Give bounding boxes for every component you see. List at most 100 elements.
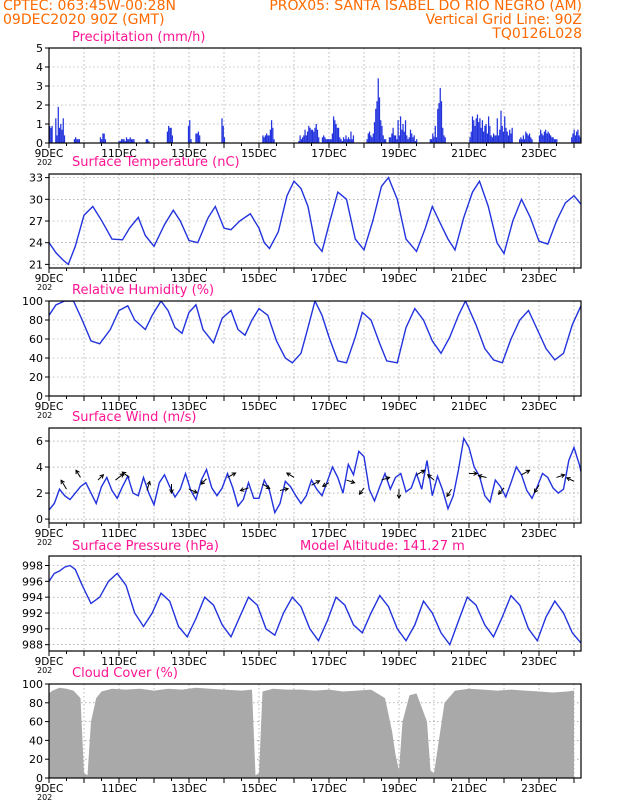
- y-tick-label: 996: [22, 575, 43, 588]
- wind-vector: [521, 469, 531, 476]
- precip-bar: [383, 139, 386, 143]
- wind-vector-head: [477, 474, 483, 479]
- wind-vector-shaft: [262, 483, 270, 489]
- y-tick-label: 4: [36, 61, 43, 74]
- header-location: PROX05: SANTA ISABEL DO RIO NEGRO (AM): [269, 0, 582, 14]
- precip-bar: [484, 125, 486, 143]
- wind-vector-head: [284, 487, 290, 492]
- precip-bar: [101, 139, 103, 143]
- y-tick-label: 0: [36, 772, 43, 785]
- panel-title-precip: Precipitation (mm/h): [72, 30, 205, 45]
- precip-bar: [475, 118, 477, 143]
- wind-vector: [169, 483, 174, 495]
- precip-bar: [305, 135, 307, 143]
- wind-vector-shaft: [279, 488, 289, 491]
- wind-vector: [556, 473, 566, 479]
- precip-bar: [542, 135, 544, 143]
- precip-bar: [166, 131, 169, 143]
- precip-bar: [340, 139, 342, 143]
- wind-vector-shaft: [286, 472, 295, 478]
- x-tick-label: 17DEC: [311, 273, 346, 285]
- cloud-area: [49, 687, 574, 778]
- x-tick-label: 15DEC: [241, 783, 276, 795]
- precip-bar: [543, 131, 546, 143]
- series-temp: [49, 176, 581, 266]
- precip-bar: [375, 108, 377, 143]
- wind-vector-head: [358, 490, 364, 496]
- x-tick-label: 21DEC: [451, 148, 486, 160]
- precip-bar: [49, 125, 51, 143]
- precip-bar: [579, 137, 581, 143]
- precip-bar: [190, 139, 192, 143]
- x-year-stub: 202: [37, 666, 52, 675]
- precip-bar: [547, 131, 549, 143]
- precip-bar: [382, 135, 384, 143]
- wind-vector-head: [265, 484, 271, 490]
- wind-vector-shaft: [498, 487, 505, 495]
- precip-bar: [531, 139, 533, 143]
- y-tick-label: 27: [29, 215, 43, 228]
- precip-bar: [397, 120, 399, 143]
- wind-vector: [346, 479, 356, 484]
- header: CPTEC: 063:45W-00:28N 09DEC2020 90Z (GMT…: [0, 0, 618, 48]
- x-tick-label: 9DEC: [35, 273, 64, 285]
- wind-vector-head: [231, 472, 237, 477]
- x-tick-label: 17DEC: [311, 528, 346, 540]
- precip-bar: [60, 124, 62, 143]
- precip-bar: [301, 137, 304, 143]
- wind-vector-shaft: [240, 487, 249, 492]
- wind-vector-shaft: [75, 469, 81, 478]
- series-line-pres: [49, 564, 581, 647]
- precip-bar: [168, 125, 170, 143]
- wind-vector-head: [285, 472, 291, 477]
- precip-bar: [146, 139, 149, 143]
- wind-vector: [477, 474, 487, 479]
- series-line-wind: [49, 436, 581, 515]
- precip-bar: [486, 133, 488, 143]
- precip-bar: [407, 139, 409, 143]
- precip-bar: [262, 135, 264, 143]
- panel-title-temp: Surface Temperature (nC): [72, 155, 240, 170]
- precip-bar: [349, 139, 351, 143]
- precip-bar: [99, 137, 102, 143]
- x-tick-label: 11DEC: [101, 401, 136, 413]
- wind-vector-head: [583, 481, 587, 485]
- x-tick-label: 23DEC: [521, 656, 556, 668]
- precip-bar: [541, 133, 543, 143]
- precip-bar: [269, 129, 271, 143]
- x-tick-label: 23DEC: [521, 528, 556, 540]
- y-tick-label: 60: [29, 333, 43, 346]
- precip-bar: [266, 133, 268, 143]
- x-tick-label: 17DEC: [311, 783, 346, 795]
- wind-vector: [321, 482, 330, 487]
- x-tick-label: 13DEC: [171, 656, 206, 668]
- wind-vector: [60, 479, 67, 490]
- precip-bar: [505, 127, 507, 143]
- precip-bar: [511, 127, 513, 143]
- precip-bar: [480, 127, 482, 143]
- precip-bar: [56, 135, 58, 143]
- wind-vector-head: [99, 473, 105, 479]
- wind-vector: [533, 484, 540, 494]
- wind-vector-shaft: [322, 482, 330, 487]
- y-tick-label: 21: [29, 258, 43, 271]
- panel-title-wind: Surface Wind (m/s): [72, 410, 196, 425]
- wind-vector-head: [385, 476, 391, 481]
- x-tick-label: 9DEC: [35, 401, 64, 413]
- panel-frame-wind: [48, 427, 582, 524]
- x-tick-label: 21DEC: [451, 401, 486, 413]
- precip-bar: [321, 137, 324, 143]
- wind-vector: [285, 472, 295, 478]
- precip-bar: [548, 133, 550, 143]
- wind-vector-head: [146, 480, 151, 486]
- precip-bar: [574, 135, 577, 143]
- precip-bar: [300, 139, 302, 143]
- y-tick-label: 2: [36, 487, 43, 500]
- x-tick-label: 23DEC: [521, 148, 556, 160]
- precip-bar: [171, 135, 174, 143]
- precip-bar: [553, 139, 555, 143]
- wind-vector-shaft: [122, 471, 130, 478]
- precip-bar: [494, 135, 496, 143]
- y-tick-label: 80: [29, 314, 43, 327]
